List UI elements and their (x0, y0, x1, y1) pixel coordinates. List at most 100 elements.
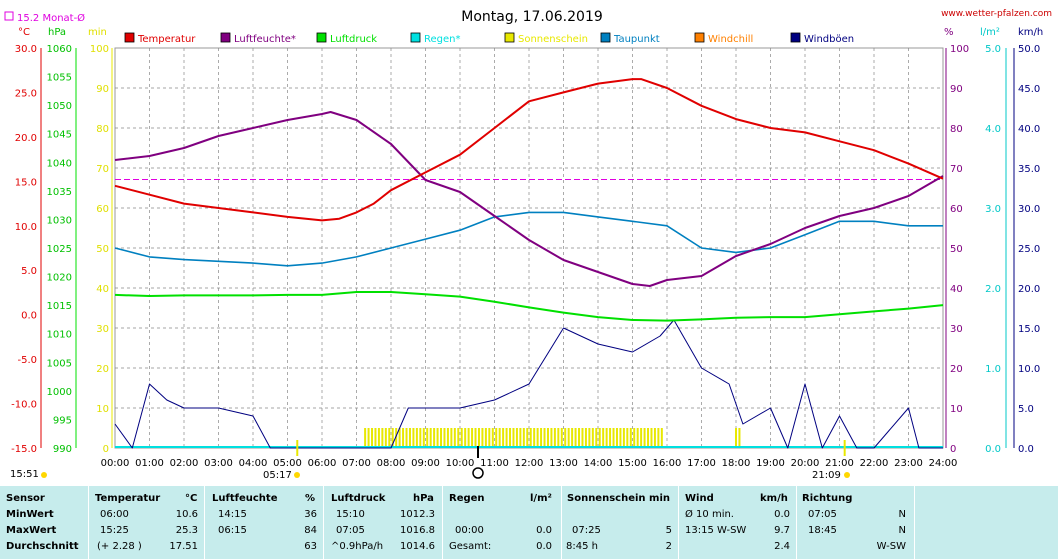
rain-tick-label: 1.0 (985, 364, 1001, 375)
sunshine-bar (629, 428, 632, 448)
sunshine-bar (467, 428, 470, 448)
sunshine-bar (529, 428, 532, 448)
header-temp: Temperatur (95, 493, 161, 504)
header-humidity-unit: % (305, 493, 316, 504)
sunshine-bar (457, 428, 460, 448)
y-axes: 30.0 25.0 20.0 15.0 10.0 5.0 0.0 -5.0 -10.0 -15.0… (11, 44, 1040, 455)
sunshine-bar (560, 428, 563, 448)
sunshine-bar (488, 428, 491, 448)
legend-swatch (600, 32, 611, 43)
rain-tick-label: 2.0 (985, 284, 1001, 295)
x-tick-label: 00:00 (101, 458, 130, 469)
sun-avg-value: 2 (665, 541, 672, 552)
legend-label: Regen* (424, 34, 461, 45)
sunshine-bar (460, 428, 463, 448)
row-label: MinWert (6, 509, 54, 520)
legend-label: Windböen (804, 34, 854, 45)
press-max-value: 1016.8 (400, 525, 435, 536)
legend-swatch (504, 32, 515, 43)
legend-label: Temperatur (137, 34, 196, 45)
header-pressure-unit: hPa (413, 493, 434, 504)
temp-tick-label: -15.0 (11, 444, 37, 455)
sunshine-bar (602, 428, 605, 448)
pressure-tick-label: 1035 (47, 187, 72, 198)
wind-tick-label: 15.0 (1018, 324, 1040, 335)
rain-max-value: 0.0 (536, 525, 552, 536)
rain-tick-label: 4.0 (985, 124, 1001, 135)
humidity-tick-label: 40 (950, 284, 963, 295)
x-tick-label: 12:00 (515, 458, 544, 469)
header-sun: Sonnenschein min (567, 493, 670, 504)
sunshine-bar (509, 428, 512, 448)
rain-total-label: Gesamt: (449, 541, 492, 552)
legend-swatch (316, 32, 327, 43)
wind-max-time: 13:15 W-SW (685, 525, 747, 536)
legend-swatch (790, 32, 801, 43)
legend-label: Sonnenschein (518, 34, 588, 45)
sunshine-bar (584, 428, 587, 448)
sunshine-bar (615, 428, 618, 448)
source-url[interactable]: www.wetter-pfalzen.com (941, 9, 1052, 19)
sun-duration: 8:45 h (566, 541, 598, 552)
sunshine-bar (471, 428, 474, 448)
cursor-icon (472, 467, 484, 479)
sunshine-bar (495, 428, 498, 448)
x-tick-label: 13:00 (549, 458, 578, 469)
sunshine-bar (450, 428, 453, 448)
temp-tick-label: 10.0 (15, 222, 37, 233)
rain-total-value: 0.0 (536, 541, 552, 552)
sun-tick-label: 0 (103, 444, 109, 455)
sunshine-bar (415, 428, 418, 448)
x-tick-label: 17:00 (687, 458, 716, 469)
sunshine-bar (546, 428, 549, 448)
sun-tick-label: 10 (96, 404, 109, 415)
wind-tick-label: 50.0 (1018, 44, 1040, 55)
sunshine-bar (647, 428, 650, 448)
rain-unit: l/m² (980, 27, 1000, 38)
press-min-time: 15:10 (336, 509, 365, 520)
wind-gust-line (114, 319, 943, 449)
pressure-tick-label: 995 (53, 415, 72, 426)
wind-avg-value: 2.4 (774, 541, 790, 552)
sunshine-bar (533, 428, 536, 448)
humidity-tick-label: 100 (950, 44, 969, 55)
sunshine-bar (377, 428, 380, 448)
pressure-tick-label: 1015 (47, 301, 72, 312)
wind-tick-label: 45.0 (1018, 84, 1040, 95)
sun-max-time: 07:25 (572, 525, 601, 536)
sunshine-bar (515, 428, 518, 448)
sunshine-bar (384, 428, 387, 448)
sunshine-bar (622, 428, 625, 448)
sunshine-bar (429, 428, 432, 448)
wind-max-value: 9.7 (774, 525, 790, 536)
sun-tick-label: 40 (96, 284, 109, 295)
dir-min-time: 07:05 (808, 509, 837, 520)
humidity-tick-label: 10 (950, 404, 963, 415)
sunshine-bar (436, 428, 439, 448)
sunshine-bar (398, 428, 401, 448)
sunshine-bar (643, 428, 646, 448)
grid (114, 47, 944, 449)
wind-min-value: 0.0 (774, 509, 790, 520)
sunshine-bar (626, 428, 629, 448)
dir-min-value: N (898, 509, 906, 520)
hum-max-time: 06:15 (218, 525, 247, 536)
legend-label: Windchill (708, 34, 753, 45)
sunshine-bar (653, 428, 656, 448)
sun-tick-label: 90 (96, 84, 109, 95)
x-axis: 00:00 01:00 02:00 03:00 04:00 05:00 06:00 07:00… (101, 458, 958, 469)
sunshine-bar (512, 428, 515, 448)
legend-swatch (694, 32, 705, 43)
x-tick-label: 01:00 (135, 458, 164, 469)
humidity-tick-label: 30 (950, 324, 963, 335)
sunshine-bar (433, 428, 436, 448)
sunrise-label: 05:17 (263, 470, 292, 481)
temp-min-value: 10.6 (175, 509, 198, 520)
wind-tick-label: 20.0 (1018, 284, 1040, 295)
sunshine-bar (440, 428, 443, 448)
sunshine-bar (540, 428, 543, 448)
humidity-tick-label: 90 (950, 84, 963, 95)
sunshine-bar (633, 428, 636, 448)
sunshine-bar (578, 428, 581, 448)
legend-label: Luftdruck (330, 34, 377, 45)
